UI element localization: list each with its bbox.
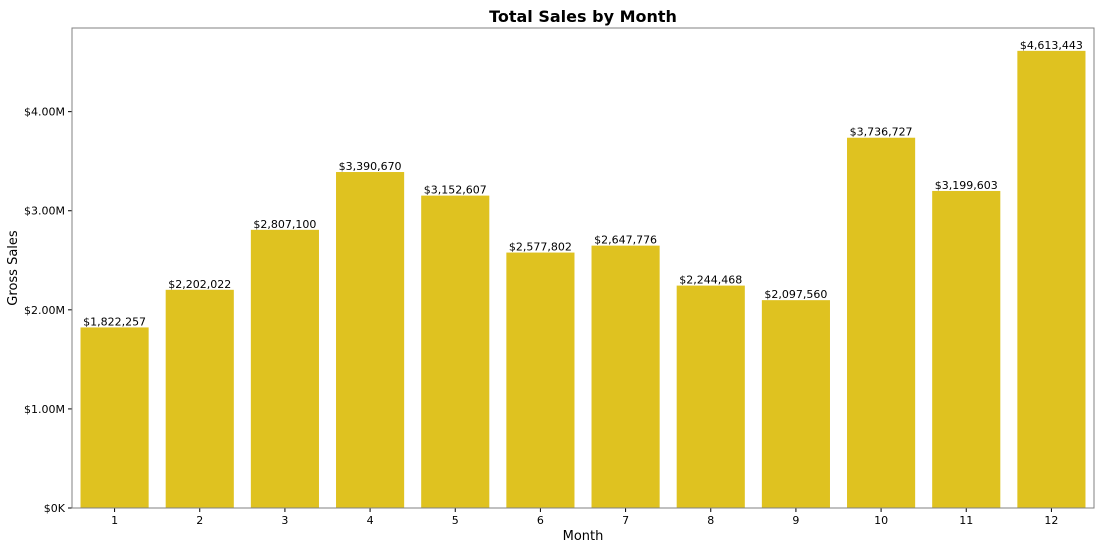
y-tick-label: $3.00M — [24, 205, 65, 218]
y-tick-label: $1.00M — [24, 403, 65, 416]
bar-month-2 — [165, 289, 234, 508]
data-label-month-7: $2,647,776 — [594, 234, 657, 247]
y-tick-label: $0K — [44, 502, 66, 515]
data-labels-group: $1,822,257 $2,202,022 $2,807,100 $3,390,670… — [83, 39, 1083, 329]
plot-frame — [71, 27, 1095, 509]
data-label-month-12: $4,613,443 — [1020, 39, 1083, 52]
y-axis-label: Gross Sales — [6, 230, 21, 306]
data-label-month-10: $3,736,727 — [850, 126, 913, 139]
x-tick-label: 9 — [792, 514, 799, 527]
bar-month-1 — [80, 327, 149, 508]
x-tick-label: 11 — [959, 514, 973, 527]
y-tick-label: $4.00M — [24, 106, 65, 119]
bar-month-8 — [676, 285, 745, 508]
x-tick-label: 5 — [452, 514, 459, 527]
data-label-month-11: $3,199,603 — [935, 179, 998, 192]
x-tick-label: 3 — [281, 514, 288, 527]
bar-month-7 — [591, 245, 660, 508]
x-tick-label: 6 — [537, 514, 544, 527]
x-tick-label: 2 — [196, 514, 203, 527]
bars-group — [80, 50, 1086, 509]
data-label-month-6: $2,577,802 — [509, 241, 572, 254]
bar-month-9 — [761, 300, 830, 508]
data-label-month-4: $3,390,670 — [339, 160, 402, 173]
bar-month-10 — [847, 137, 916, 508]
x-tick-label: 4 — [367, 514, 374, 527]
y-tick-label: $2.00M — [24, 304, 65, 317]
bar-month-6 — [506, 252, 575, 508]
data-label-month-3: $2,807,100 — [253, 218, 316, 231]
x-tick-label: 12 — [1044, 514, 1058, 527]
data-label-month-2: $2,202,022 — [168, 278, 231, 291]
x-axis-ticks: 1 2 3 4 5 6 7 8 9 10 11 12 — [111, 508, 1058, 527]
x-tick-label: 10 — [874, 514, 888, 527]
data-label-month-8: $2,244,468 — [679, 274, 742, 287]
bar-month-5 — [421, 195, 490, 508]
bar-month-4 — [336, 172, 405, 508]
bar-month-3 — [250, 229, 319, 508]
x-tick-label: 1 — [111, 514, 118, 527]
data-label-month-1: $1,822,257 — [83, 315, 146, 328]
x-tick-label: 8 — [707, 514, 714, 527]
y-axis-ticks: $0K $1.00M $2.00M $3.00M $4.00M — [24, 106, 72, 515]
x-tick-label: 7 — [622, 514, 629, 527]
data-label-month-5: $3,152,607 — [424, 184, 487, 197]
bar-month-12 — [1017, 50, 1086, 509]
x-axis-label: Month — [563, 529, 604, 544]
data-label-month-9: $2,097,560 — [764, 288, 827, 301]
chart-title: Total Sales by Month — [489, 7, 677, 26]
bar-month-11 — [932, 190, 1001, 508]
